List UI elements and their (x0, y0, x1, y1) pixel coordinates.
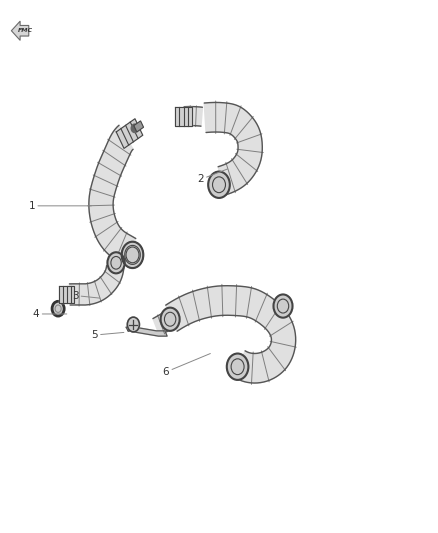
Polygon shape (89, 125, 136, 265)
Text: 5: 5 (91, 330, 124, 340)
Circle shape (273, 294, 293, 318)
Text: 2: 2 (197, 169, 228, 184)
Text: FMC: FMC (18, 28, 33, 33)
Polygon shape (11, 21, 29, 40)
Text: 3: 3 (72, 290, 100, 301)
Polygon shape (204, 102, 262, 196)
Circle shape (127, 317, 139, 332)
Bar (134, 121, 144, 132)
Polygon shape (153, 311, 173, 336)
Circle shape (131, 124, 138, 133)
Polygon shape (166, 286, 296, 383)
Polygon shape (59, 286, 74, 303)
Circle shape (208, 172, 230, 198)
Circle shape (52, 301, 64, 316)
Polygon shape (116, 119, 143, 148)
Circle shape (122, 241, 143, 268)
Text: 6: 6 (162, 353, 210, 377)
Polygon shape (70, 265, 124, 305)
Circle shape (227, 353, 248, 380)
Polygon shape (126, 327, 167, 336)
Polygon shape (184, 107, 202, 126)
Circle shape (161, 308, 180, 331)
Text: 1: 1 (28, 201, 92, 211)
Text: 4: 4 (33, 309, 67, 319)
Polygon shape (175, 107, 192, 126)
Circle shape (107, 252, 125, 273)
